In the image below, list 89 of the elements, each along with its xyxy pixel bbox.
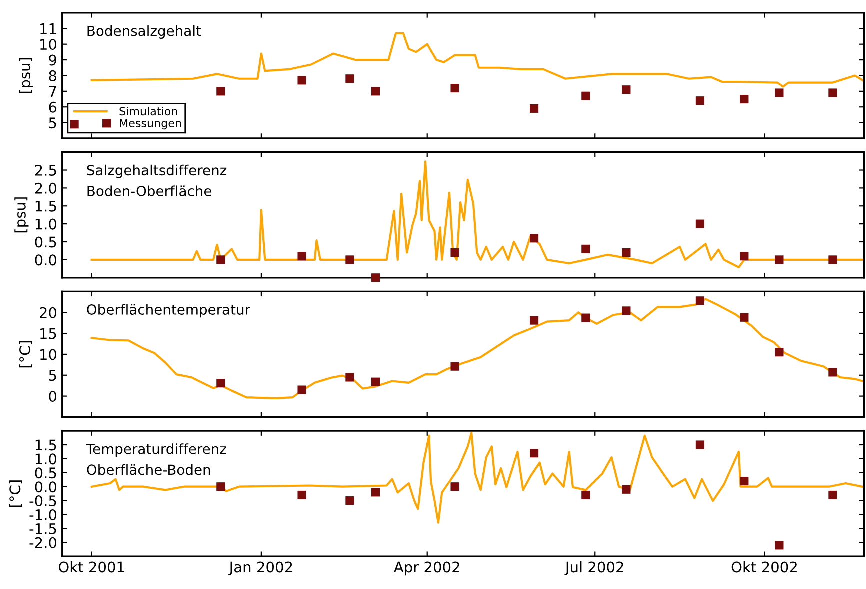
point [371,87,380,96]
y-axis-title: [psu] [14,198,29,233]
point [216,256,226,264]
point [622,306,631,316]
y-tick-label: 5 [49,118,56,129]
point [298,76,306,85]
point [582,244,590,254]
x-tick-label: Jul 2002 [564,561,624,576]
point [582,314,590,322]
y-tick-label: -2.0 [30,537,57,548]
y-tick-label: 0.5 [35,468,56,479]
point [582,92,590,100]
point [775,541,784,550]
y-tick-label: 2.5 [35,164,56,176]
point [828,368,838,377]
point [775,348,784,357]
point [450,84,460,93]
point [450,362,460,371]
text: Temperaturdifferenz Oberfläche-Boden [86,444,226,476]
point [775,256,784,264]
point [216,87,226,96]
point [696,96,704,106]
point [828,88,838,98]
y-axis-title: [psu] [19,58,34,94]
point [696,220,704,228]
text: Oberflächentemperatur [87,304,251,318]
y-tick-label: 0.0 [35,482,57,493]
x-tick-label: Apr 2002 [394,562,460,576]
x-tick-label: Jan 2002 [228,562,292,576]
y-tick-label: 8 [49,70,56,82]
y-tick-label: 5 [49,370,56,382]
y-tick-label: 10 [40,39,57,50]
y-tick-label: 0.0 [35,254,57,266]
point [530,316,539,325]
point [216,482,226,492]
point [740,94,749,104]
point [622,86,631,94]
legend-label: Simulation [120,107,178,116]
y-tick-label: -1.5 [30,524,56,534]
y-tick-label: 6 [49,102,57,113]
point [346,256,354,264]
y-tick-label: -0.5 [30,496,56,507]
y-tick-label: 7 [49,86,56,97]
y-tick-label: -1.0 [30,509,57,520]
point [622,248,631,258]
point [740,476,749,486]
y-tick-label: 10 [40,349,57,360]
y-axis-title: [°C] [9,480,22,507]
point [582,490,590,500]
point [828,256,838,264]
point [530,104,539,113]
text: Salzgehaltsdifferenz Boden-Oberfläche [87,164,227,196]
y-tick-label: 1.0 [36,218,57,230]
point [696,440,704,450]
point [371,378,380,386]
point [346,74,354,84]
point [530,234,539,243]
point [828,490,838,500]
point [371,488,380,497]
y-tick-label: 15 [40,328,56,340]
point [740,252,749,261]
point [298,490,306,500]
y-tick-label: 1.5 [36,440,56,451]
y-tick-label: 1.5 [36,201,56,212]
point [775,88,784,98]
y-tick-label: 0 [49,391,57,402]
point [530,449,539,458]
x-tick-label: Okt 2002 [732,561,797,573]
y-tick-label: 11 [40,24,56,34]
legend-label: Messungen [120,119,182,130]
y-tick-label: 9 [49,54,56,66]
point [450,482,460,492]
x-tick-label: Okt 2001 [58,561,124,573]
point [622,485,631,494]
point [298,252,306,261]
point [346,373,354,382]
y-tick-label: 20 [40,307,57,318]
point [696,296,704,306]
point [298,386,306,394]
point [346,496,354,506]
point [216,379,226,388]
y-tick-label: 0.5 [35,236,56,248]
y-tick-label: 1.0 [36,454,57,465]
point [450,248,460,258]
text: Bodensalzgehalt [88,26,202,39]
y-axis-title: [°C] [19,341,32,368]
point [740,313,749,322]
y-tick-label: 2.0 [35,182,57,194]
point [371,274,380,282]
